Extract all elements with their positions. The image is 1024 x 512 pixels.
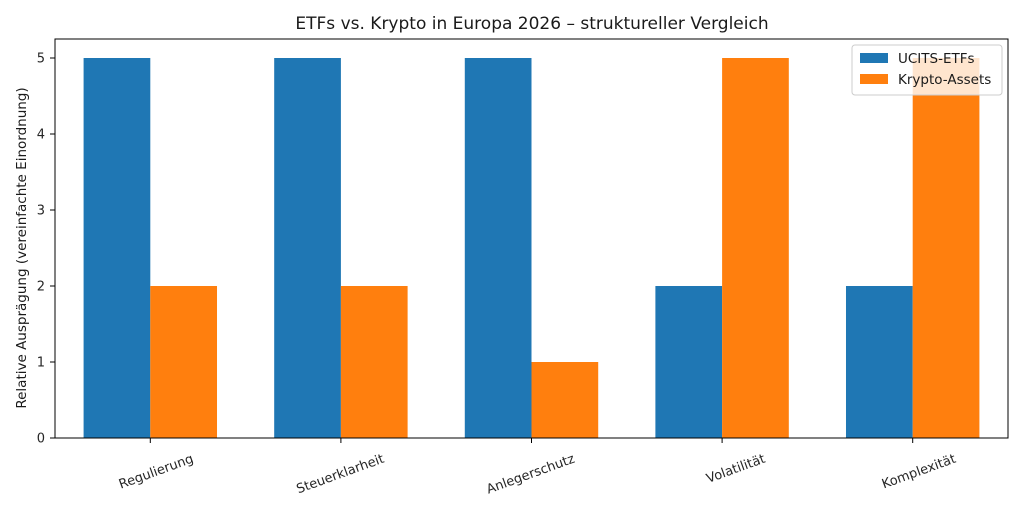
bar-etf-3 xyxy=(655,286,723,438)
bar-etf-4 xyxy=(845,286,913,438)
x-tick-label: Anlegerschutz xyxy=(485,452,577,498)
y-tick-label: 2 xyxy=(37,280,45,295)
y-axis-label: Relative Ausprägung (vereinfachte Einord… xyxy=(14,87,30,408)
y-tick-label: 5 xyxy=(37,52,45,67)
chart-title: ETFs vs. Krypto in Europa 2026 – struktu… xyxy=(295,14,768,34)
bar-etf-1 xyxy=(274,58,341,438)
y-tick-label: 1 xyxy=(37,356,45,371)
plot-area: 0 1 2 3 4 5 Regulierung Steuerklarheit Anlegersc… xyxy=(37,38,1009,498)
bar-krypto-0 xyxy=(150,286,218,438)
legend-box xyxy=(851,44,1003,96)
legend: UCITS-ETFs Krypto-Assets xyxy=(851,44,1003,96)
legend-swatch xyxy=(860,74,888,84)
bar-etf-0 xyxy=(83,58,151,438)
y-tick-label: 0 xyxy=(37,432,45,447)
x-tick-label: Steuerklarheit xyxy=(295,452,387,498)
bar-krypto-2 xyxy=(531,362,599,438)
bar-krypto-3 xyxy=(722,58,789,438)
plot-frame xyxy=(54,38,1009,439)
legend-label: UCITS-ETFs xyxy=(898,51,975,67)
legend-label: Krypto-Assets xyxy=(898,72,991,88)
bar-etf-2 xyxy=(464,58,532,438)
x-tick-label: Regulierung xyxy=(117,452,196,493)
x-tick-label: Komplexität xyxy=(880,452,958,493)
y-tick-label: 3 xyxy=(37,204,45,219)
x-tick-label: Volatilität xyxy=(705,452,768,487)
legend-swatch xyxy=(860,53,888,63)
bar-krypto-1 xyxy=(340,286,408,438)
y-tick-label: 4 xyxy=(37,128,45,143)
bar-krypto-4 xyxy=(912,58,980,438)
